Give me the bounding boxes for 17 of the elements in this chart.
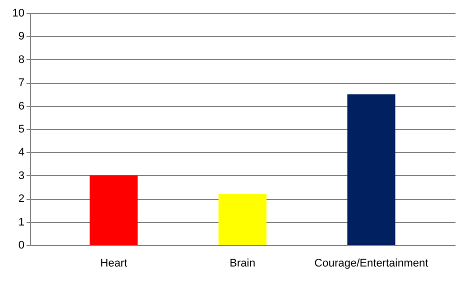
y-tick-label: 4 <box>18 146 24 159</box>
y-tick-label: 1 <box>18 216 24 228</box>
y-tick-label: 7 <box>18 77 24 90</box>
y-tick-label: 2 <box>18 193 24 206</box>
x-tick-label: Heart <box>100 258 128 270</box>
x-tick-label: Brain <box>230 258 256 270</box>
x-tick-label: Courage/Entertainment <box>314 258 428 270</box>
bar <box>90 175 138 245</box>
bar <box>218 194 266 245</box>
y-tick-label: 10 <box>12 8 24 20</box>
bar <box>347 94 396 245</box>
y-tick-label: 8 <box>18 54 24 66</box>
y-tick-label: 6 <box>18 100 24 112</box>
y-tick-label: 3 <box>18 170 24 182</box>
y-tick-label: 9 <box>18 30 24 43</box>
y-tick-label: 0 <box>18 240 24 252</box>
y-tick-label: 5 <box>18 124 24 136</box>
